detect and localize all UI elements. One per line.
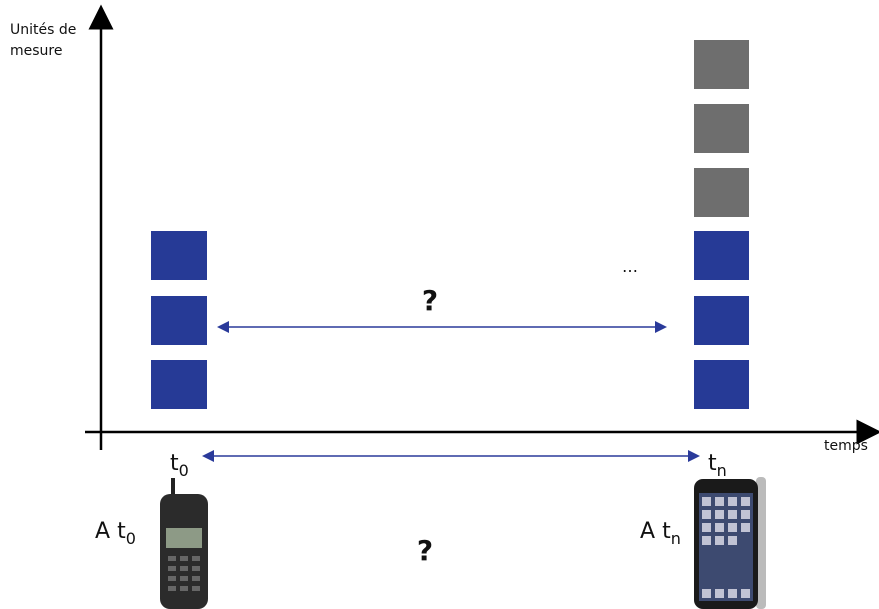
question-mark: ? [417,534,433,567]
label-part: t [170,451,179,476]
label-part: 0 [179,461,189,480]
x-axis-label: temps [824,438,868,454]
unit-blocks-start [151,231,207,409]
label-part: A [640,519,655,544]
label-part: n [671,529,681,548]
y-axis-label: mesure [10,43,62,59]
phone-label: A t0 [95,519,136,548]
label-part: t [708,451,717,476]
label-part: 0 [126,529,136,548]
smartphone [694,477,766,609]
label-part: n [717,461,727,480]
phone-label: A tn [640,519,681,548]
question-mark: ? [422,284,438,317]
label-part: A [95,519,110,544]
old-phone [160,478,208,609]
y-axis-label: Unités de [10,22,76,38]
label-part: t [662,519,671,544]
label-part: t [117,519,126,544]
unit-blocks-end [694,40,749,409]
time-end: tn [708,451,727,480]
ellipsis: … [622,257,638,276]
time-start: t0 [170,451,189,480]
